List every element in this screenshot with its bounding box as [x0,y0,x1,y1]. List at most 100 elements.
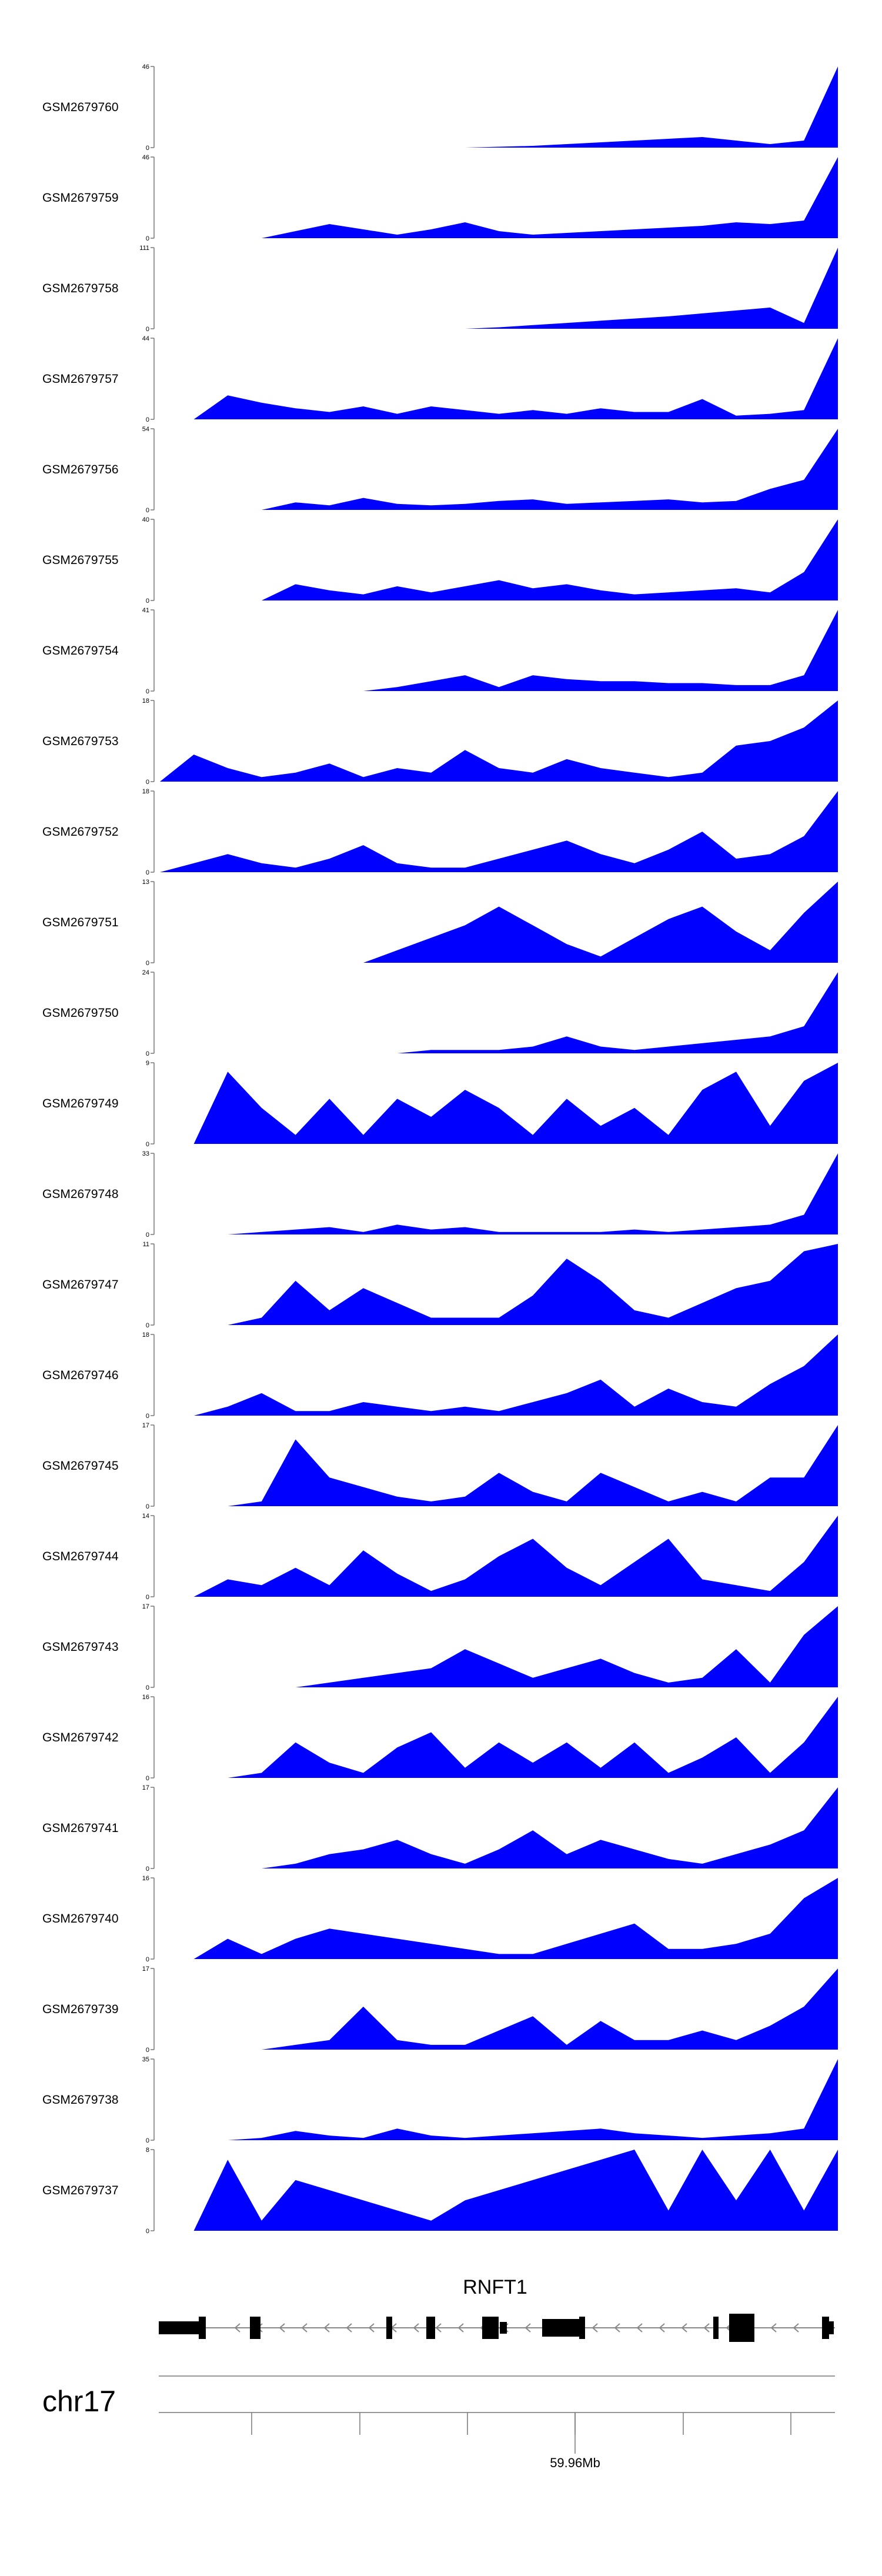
y-max-label: 54 [142,426,149,433]
chromosome-axis: chr17 59.96Mb [42,2375,835,2470]
y-min-label: 0 [146,1141,149,1148]
gene-exon [713,2317,719,2339]
track-label: GSM2679745 [42,1459,119,1473]
track-GSM2679752: GSM2679752 18 0 [42,788,838,876]
y-min-label: 0 [146,1232,149,1239]
coverage-area [160,429,838,510]
strand-arrow [592,2323,598,2333]
track-GSM2679759: GSM2679759 46 0 [42,154,838,242]
gene-exon [250,2317,260,2339]
gene-exon [426,2317,435,2339]
track-GSM2679746: GSM2679746 18 0 [42,1332,838,1420]
track-label: GSM2679759 [42,191,119,205]
track-GSM2679741: GSM2679741 17 0 [42,1784,838,1873]
track-GSM2679744: GSM2679744 14 0 [42,1513,838,1601]
track-label: GSM2679748 [42,1187,119,1201]
coverage-area [160,2150,838,2231]
y-min-label: 0 [146,235,149,242]
track-GSM2679756: GSM2679756 54 0 [42,426,838,514]
track-label: GSM2679753 [42,735,119,748]
y-max-label: 33 [142,1150,149,1157]
y-min-label: 0 [146,2137,149,2144]
track-label: GSM2679746 [42,1369,119,1382]
track-label: GSM2679758 [42,282,119,295]
track-label: GSM2679750 [42,1006,119,1020]
gene-name: RNFT1 [463,2276,527,2298]
y-max-label: 17 [142,1422,149,1429]
track-label: GSM2679739 [42,2003,119,2016]
strand-arrow [770,2323,777,2333]
gene-exon [729,2314,754,2342]
track-GSM2679760: GSM2679760 46 0 [42,64,838,152]
track-GSM2679743: GSM2679743 17 0 [42,1603,838,1691]
coverage-area [160,791,838,872]
y-max-label: 17 [142,1784,149,1791]
strand-arrow [279,2323,285,2333]
gene-exon [386,2317,392,2339]
track-label: GSM2679741 [42,1821,119,1835]
y-min-label: 0 [146,1956,149,1963]
y-max-label: 17 [142,1966,149,1973]
coverage-area [160,1063,838,1144]
track-label: GSM2679743 [42,1640,119,1654]
track-GSM2679750: GSM2679750 24 0 [42,969,838,1057]
coverage-area [160,882,838,963]
strand-arrow [368,2323,375,2333]
y-max-label: 46 [142,64,149,71]
y-max-label: 44 [142,335,149,342]
track-GSM2679738: GSM2679738 35 0 [42,2056,838,2144]
coverage-area [160,248,838,329]
y-max-label: 17 [142,1603,149,1610]
track-GSM2679745: GSM2679745 17 0 [42,1422,838,1510]
coverage-area [160,1334,838,1416]
track-GSM2679755: GSM2679755 40 0 [42,516,838,605]
coverage-area [160,1516,838,1597]
track-label: GSM2679737 [42,2184,119,2197]
coverage-area [160,1787,838,1868]
strand-arrow [323,2323,330,2333]
position-label: 59.96Mb [550,2455,600,2470]
gene-exon [482,2317,499,2339]
y-max-label: 14 [142,1513,149,1520]
coverage-area [160,1153,838,1234]
gene-exon [500,2322,507,2334]
y-max-label: 35 [142,2056,149,2063]
track-GSM2679753: GSM2679753 18 0 [42,698,838,786]
track-label: GSM2679755 [42,553,119,567]
y-max-label: 40 [142,516,149,523]
coverage-area [160,338,838,419]
y-min-label: 0 [146,1684,149,1691]
y-max-label: 16 [142,1694,149,1701]
y-min-label: 0 [146,598,149,605]
strand-arrow [614,2323,620,2333]
strand-arrow [301,2323,308,2333]
coverage-area [160,1606,838,1687]
coverage-area [160,610,838,691]
y-max-label: 46 [142,154,149,161]
y-min-label: 0 [146,1322,149,1329]
strand-arrow [435,2323,442,2333]
strand-arrow [524,2323,531,2333]
track-GSM2679747: GSM2679747 11 0 [42,1241,838,1329]
y-max-label: 41 [142,607,149,614]
track-label: GSM2679756 [42,463,119,476]
track-label: GSM2679757 [42,372,119,386]
coverage-area [160,1425,838,1506]
coverage-area [160,519,838,600]
y-min-label: 0 [146,2228,149,2235]
y-min-label: 0 [146,1413,149,1420]
coverage-area [160,1968,838,2050]
track-GSM2679754: GSM2679754 41 0 [42,607,838,695]
gene-exon [159,2321,199,2334]
strand-arrow [703,2323,710,2333]
track-GSM2679751: GSM2679751 13 0 [42,879,838,967]
y-min-label: 0 [146,1775,149,1782]
track-GSM2679737: GSM2679737 8 0 [42,2147,838,2235]
y-max-label: 24 [142,969,149,976]
track-GSM2679739: GSM2679739 17 0 [42,1966,838,2054]
track-GSM2679742: GSM2679742 16 0 [42,1694,838,1782]
track-label: GSM2679744 [42,1550,119,1563]
y-max-label: 111 [139,245,149,252]
coverage-area [160,972,838,1053]
gene-exon [199,2317,206,2339]
